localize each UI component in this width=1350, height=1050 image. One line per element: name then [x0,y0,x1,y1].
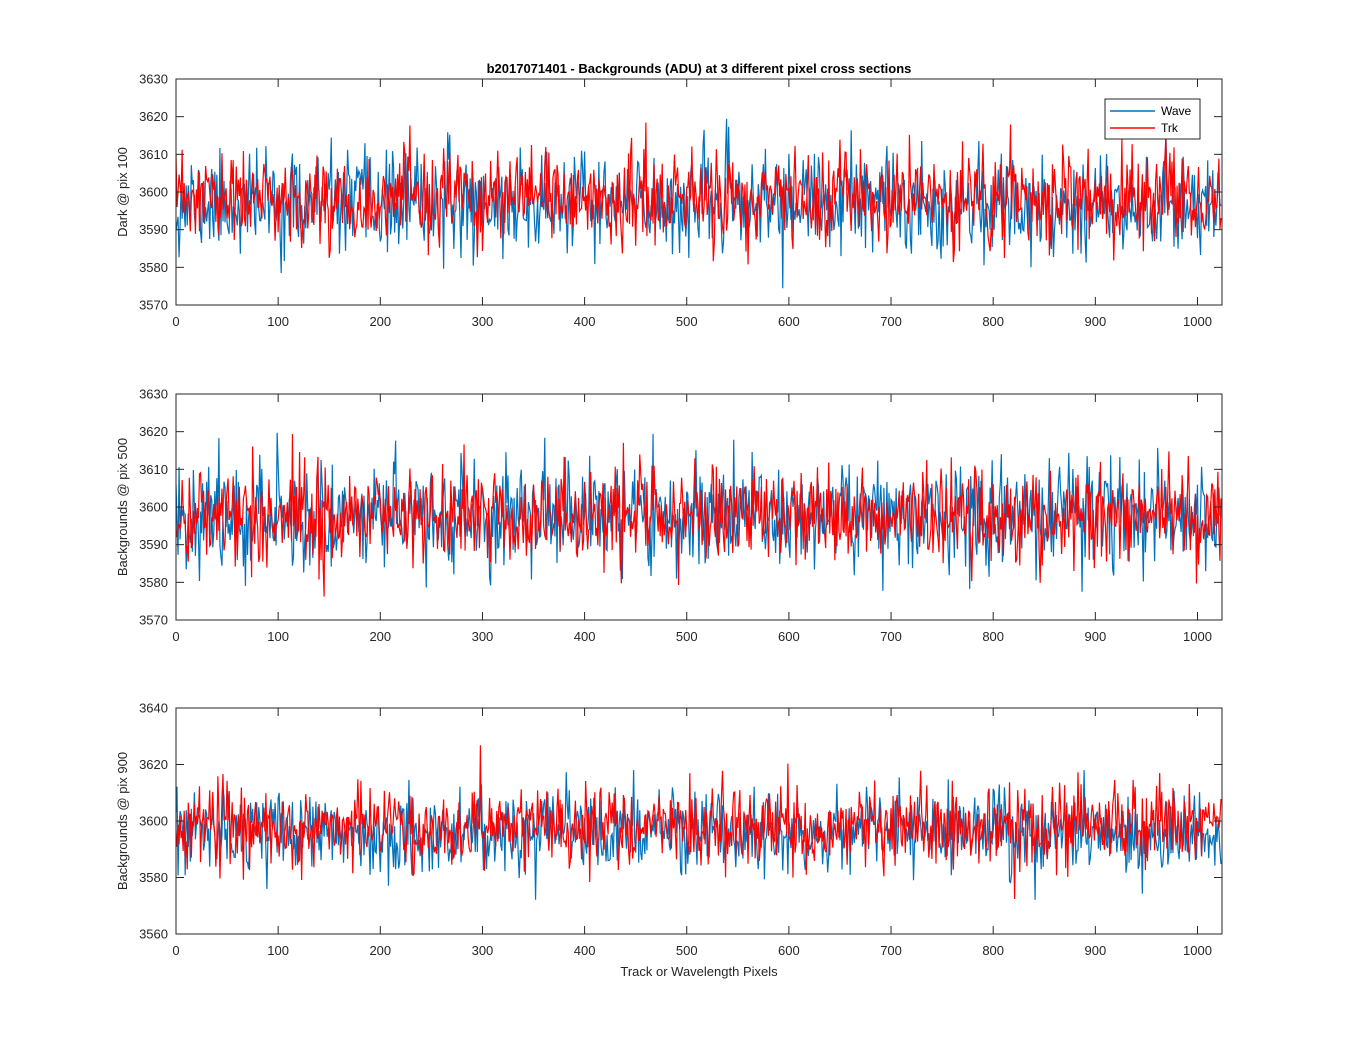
legend: Wave Trk [1104,98,1201,140]
y-axis-label: Dark @ pix 100 [115,147,130,237]
y-tick-label: 3610 [139,147,168,162]
x-tick-label: 600 [778,943,800,958]
x-tick-label: 800 [982,314,1004,329]
legend-label-wave: Wave [1161,104,1192,118]
chart-panel-3: 0 100 200 300 400 500 600 700 800 900 1000 3560 3580… [115,701,1223,979]
x-tick-label: 800 [982,629,1004,644]
x-tick-label: 1000 [1183,314,1212,329]
y-tick-label: 3600 [139,500,168,515]
chart-panel-2: 0 100 200 300 400 500 600 700 800 900 1000 3570 3580… [115,387,1223,644]
y-tick-label: 3580 [139,575,168,590]
legend-box [1104,98,1201,140]
y-axis-label: Backgrounds @ pix 500 [115,438,130,576]
y-tick-label: 3620 [139,109,168,124]
x-tick-label: 300 [472,629,494,644]
y-tick-label: 3630 [139,72,168,87]
x-tick-label: 400 [574,314,596,329]
x-tick-label: 200 [369,629,391,644]
x-tick-label: 0 [172,314,179,329]
x-tick-label: 100 [267,943,289,958]
x-tick-label: 700 [880,943,902,958]
x-tick-label: 1000 [1183,629,1212,644]
x-tick-label: 0 [172,943,179,958]
x-tick-label: 800 [982,943,1004,958]
x-tick-label: 100 [267,314,289,329]
chart-title: b2017071401 - Backgrounds (ADU) at 3 dif… [487,61,912,76]
x-tick-label: 700 [880,314,902,329]
y-tick-label: 3600 [139,814,168,829]
x-tick-label: 700 [880,629,902,644]
y-tick-label: 3620 [139,424,168,439]
plot-area [176,708,1222,934]
x-tick-label: 500 [676,943,698,958]
x-tick-label: 900 [1084,314,1106,329]
series-line-trk [176,122,1222,265]
x-tick-label: 200 [369,314,391,329]
x-tick-label: 200 [369,943,391,958]
x-tick-label: 900 [1084,629,1106,644]
y-tick-label: 3610 [139,462,168,477]
x-tick-label: 900 [1084,943,1106,958]
x-tick-label: 600 [778,314,800,329]
chart-panel-1: 0 100 200 300 400 500 600 700 800 900 1000 3570 3580… [115,61,1223,329]
y-tick-label: 3630 [139,387,168,402]
series-line-trk [176,434,1222,597]
x-tick-label: 500 [676,314,698,329]
y-tick-label: 3560 [139,927,168,942]
y-tick-label: 3640 [139,701,168,716]
y-tick-label: 3570 [139,298,168,313]
y-tick-label: 3600 [139,185,168,200]
x-tick-label: 1000 [1183,943,1212,958]
y-tick-label: 3580 [139,260,168,275]
x-tick-label: 300 [472,943,494,958]
legend-label-trk: Trk [1161,121,1179,135]
x-tick-label: 500 [676,629,698,644]
x-tick-label: 0 [172,629,179,644]
y-tick-label: 3590 [139,537,168,552]
x-tick-label: 400 [574,629,596,644]
series-line-trk [176,745,1222,899]
x-tick-label: 300 [472,314,494,329]
y-tick-label: 3620 [139,757,168,772]
x-tick-label: 600 [778,629,800,644]
y-axis-label: Backgrounds @ pix 900 [115,752,130,890]
x-tick-label: 400 [574,943,596,958]
y-tick-label: 3570 [139,613,168,628]
y-tick-label: 3590 [139,222,168,237]
y-tick-label: 3580 [139,870,168,885]
x-axis-label: Track or Wavelength Pixels [620,964,778,979]
x-tick-label: 100 [267,629,289,644]
